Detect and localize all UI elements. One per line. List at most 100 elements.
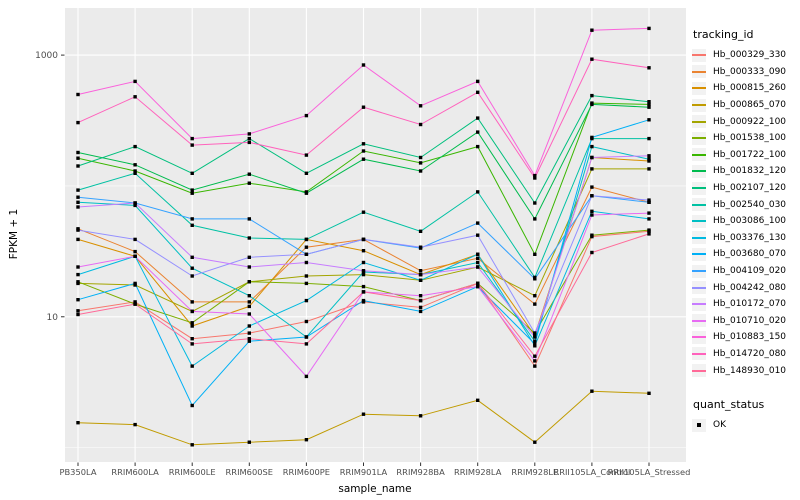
x-tick-label: RRII105LA_Control xyxy=(553,467,630,477)
data-point xyxy=(418,169,423,173)
legend-label: Hb_000333_090 xyxy=(713,66,787,77)
data-point xyxy=(247,312,251,316)
data-point xyxy=(76,156,80,160)
quant-legend-title: quant_status xyxy=(693,398,765,411)
legend-quant-status: quant_status OK xyxy=(692,398,800,434)
data-point xyxy=(590,155,594,160)
legend-label: Hb_000329_330 xyxy=(713,50,787,61)
data-point xyxy=(247,217,251,221)
data-point xyxy=(76,280,80,284)
legend-item-Hb_003376_130: Hb_003376_130 xyxy=(692,230,800,247)
legend-line-swatch xyxy=(692,369,706,372)
legend-label: Hb_014720_080 xyxy=(713,348,787,359)
data-point xyxy=(304,171,309,175)
ok-square-marker xyxy=(697,423,701,428)
data-point xyxy=(76,237,80,242)
data-point xyxy=(361,105,366,109)
legend-key xyxy=(692,181,706,195)
data-point xyxy=(418,278,423,282)
data-point xyxy=(590,389,594,393)
data-point xyxy=(418,104,423,108)
data-point xyxy=(190,324,194,328)
data-point xyxy=(647,200,651,204)
legend-line-swatch xyxy=(692,352,706,355)
series-points-Hb_002107_120 xyxy=(76,93,651,205)
data-point xyxy=(647,102,651,107)
x-tick-label: PB350LA xyxy=(59,467,96,477)
data-point xyxy=(76,200,80,204)
y-tick-label: 1000 xyxy=(35,51,58,61)
legend-key xyxy=(692,115,706,129)
data-point xyxy=(361,290,366,294)
data-point xyxy=(304,281,309,286)
legend-item-Hb_148930_010: Hb_148930_010 xyxy=(692,362,800,379)
legend-line-swatch xyxy=(692,253,706,256)
legend-label: Hb_001832_120 xyxy=(713,166,787,177)
legend-item-Hb_014720_080: Hb_014720_080 xyxy=(692,346,800,363)
data-point xyxy=(190,300,194,304)
legend-item-Hb_010710_020: Hb_010710_020 xyxy=(692,313,800,330)
data-point xyxy=(76,298,80,302)
legend-item-Hb_004109_020: Hb_004109_020 xyxy=(692,263,800,280)
data-point xyxy=(476,252,480,256)
data-point xyxy=(647,136,651,141)
data-point xyxy=(590,28,594,32)
legend-tracking-id: tracking_id Hb_000329_330 Hb_000333_090 Hb… xyxy=(692,28,800,379)
legend-label: Hb_000865_070 xyxy=(713,100,787,111)
data-point xyxy=(247,294,251,298)
data-point xyxy=(190,364,194,368)
y-axis-title: FPKM + 1 xyxy=(8,208,20,260)
data-point xyxy=(361,272,366,277)
data-point xyxy=(133,300,137,304)
data-point xyxy=(418,298,423,303)
data-point xyxy=(533,302,537,306)
data-point xyxy=(304,298,309,303)
legend-line-swatch xyxy=(692,153,706,156)
legend-key xyxy=(692,98,706,112)
data-point xyxy=(590,185,594,189)
data-point xyxy=(190,136,194,141)
legend-key xyxy=(692,198,706,212)
data-point xyxy=(304,245,309,249)
legend-item-Hb_000865_070: Hb_000865_070 xyxy=(692,97,800,114)
legend-line-swatch xyxy=(692,187,706,190)
legend-key xyxy=(692,281,706,295)
data-point xyxy=(190,143,194,147)
legend-label: Hb_148930_010 xyxy=(713,365,787,376)
legend-item-Hb_000815_260: Hb_000815_260 xyxy=(692,80,800,97)
legend-item-Hb_001832_120: Hb_001832_120 xyxy=(692,163,800,180)
data-point xyxy=(647,391,651,395)
legend-label: Hb_002107_120 xyxy=(713,183,787,194)
legend-key xyxy=(692,231,706,245)
data-point xyxy=(361,269,366,273)
data-point xyxy=(247,331,251,335)
data-point xyxy=(133,281,137,286)
data-point xyxy=(590,194,594,198)
data-point xyxy=(133,169,137,173)
legend-line-swatch xyxy=(692,87,706,90)
data-point xyxy=(533,335,537,339)
legend-key xyxy=(692,347,706,361)
series-points-Hb_003376_130 xyxy=(76,209,651,368)
data-point xyxy=(647,154,651,158)
data-point xyxy=(533,252,537,256)
data-point xyxy=(418,414,423,418)
data-point xyxy=(418,294,423,298)
quant-ok-key xyxy=(692,418,706,432)
x-tick-label: RRIM901LA xyxy=(340,467,388,477)
y-tick-label: 10 xyxy=(47,313,59,323)
data-point xyxy=(418,269,423,273)
legend-line-swatch xyxy=(692,270,706,273)
legend-key xyxy=(692,314,706,328)
data-point xyxy=(247,181,251,185)
x-tick-label: RRIM600LE xyxy=(169,467,216,477)
data-point xyxy=(590,213,594,217)
data-point xyxy=(304,438,309,442)
legend-key xyxy=(692,148,706,162)
data-point xyxy=(304,374,309,379)
data-point xyxy=(133,302,137,306)
data-point xyxy=(361,157,366,161)
data-point xyxy=(590,144,594,149)
series-points-Hb_001832_120 xyxy=(76,102,651,221)
data-point xyxy=(247,339,251,343)
